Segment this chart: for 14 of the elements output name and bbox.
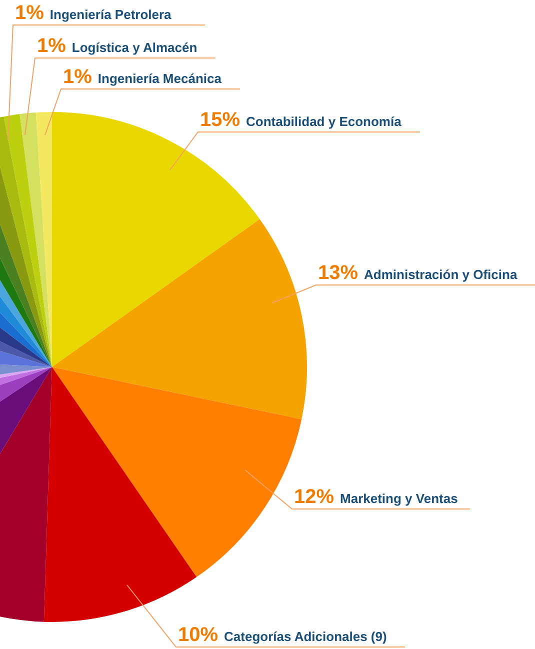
slice-label: Contabilidad y Economía [246,114,402,129]
slice-label: Ingeniería Petrolera [50,7,172,22]
data-label: 13% [318,262,358,284]
data-label: 15% [200,109,240,131]
slice-label: Categorías Adicionales (9) [224,629,387,644]
slice-label: Marketing y Ventas [340,491,458,506]
data-label: 1% [37,35,66,57]
data-label: 1% [15,2,44,24]
slice-label: Logística y Almacén [72,40,198,55]
data-label: 10% [178,624,218,646]
slice-label: Administración y Oficina [364,267,518,282]
data-label: 1% [63,66,92,88]
data-label: 12% [294,486,334,508]
slice-label: Ingeniería Mecánica [98,71,222,86]
